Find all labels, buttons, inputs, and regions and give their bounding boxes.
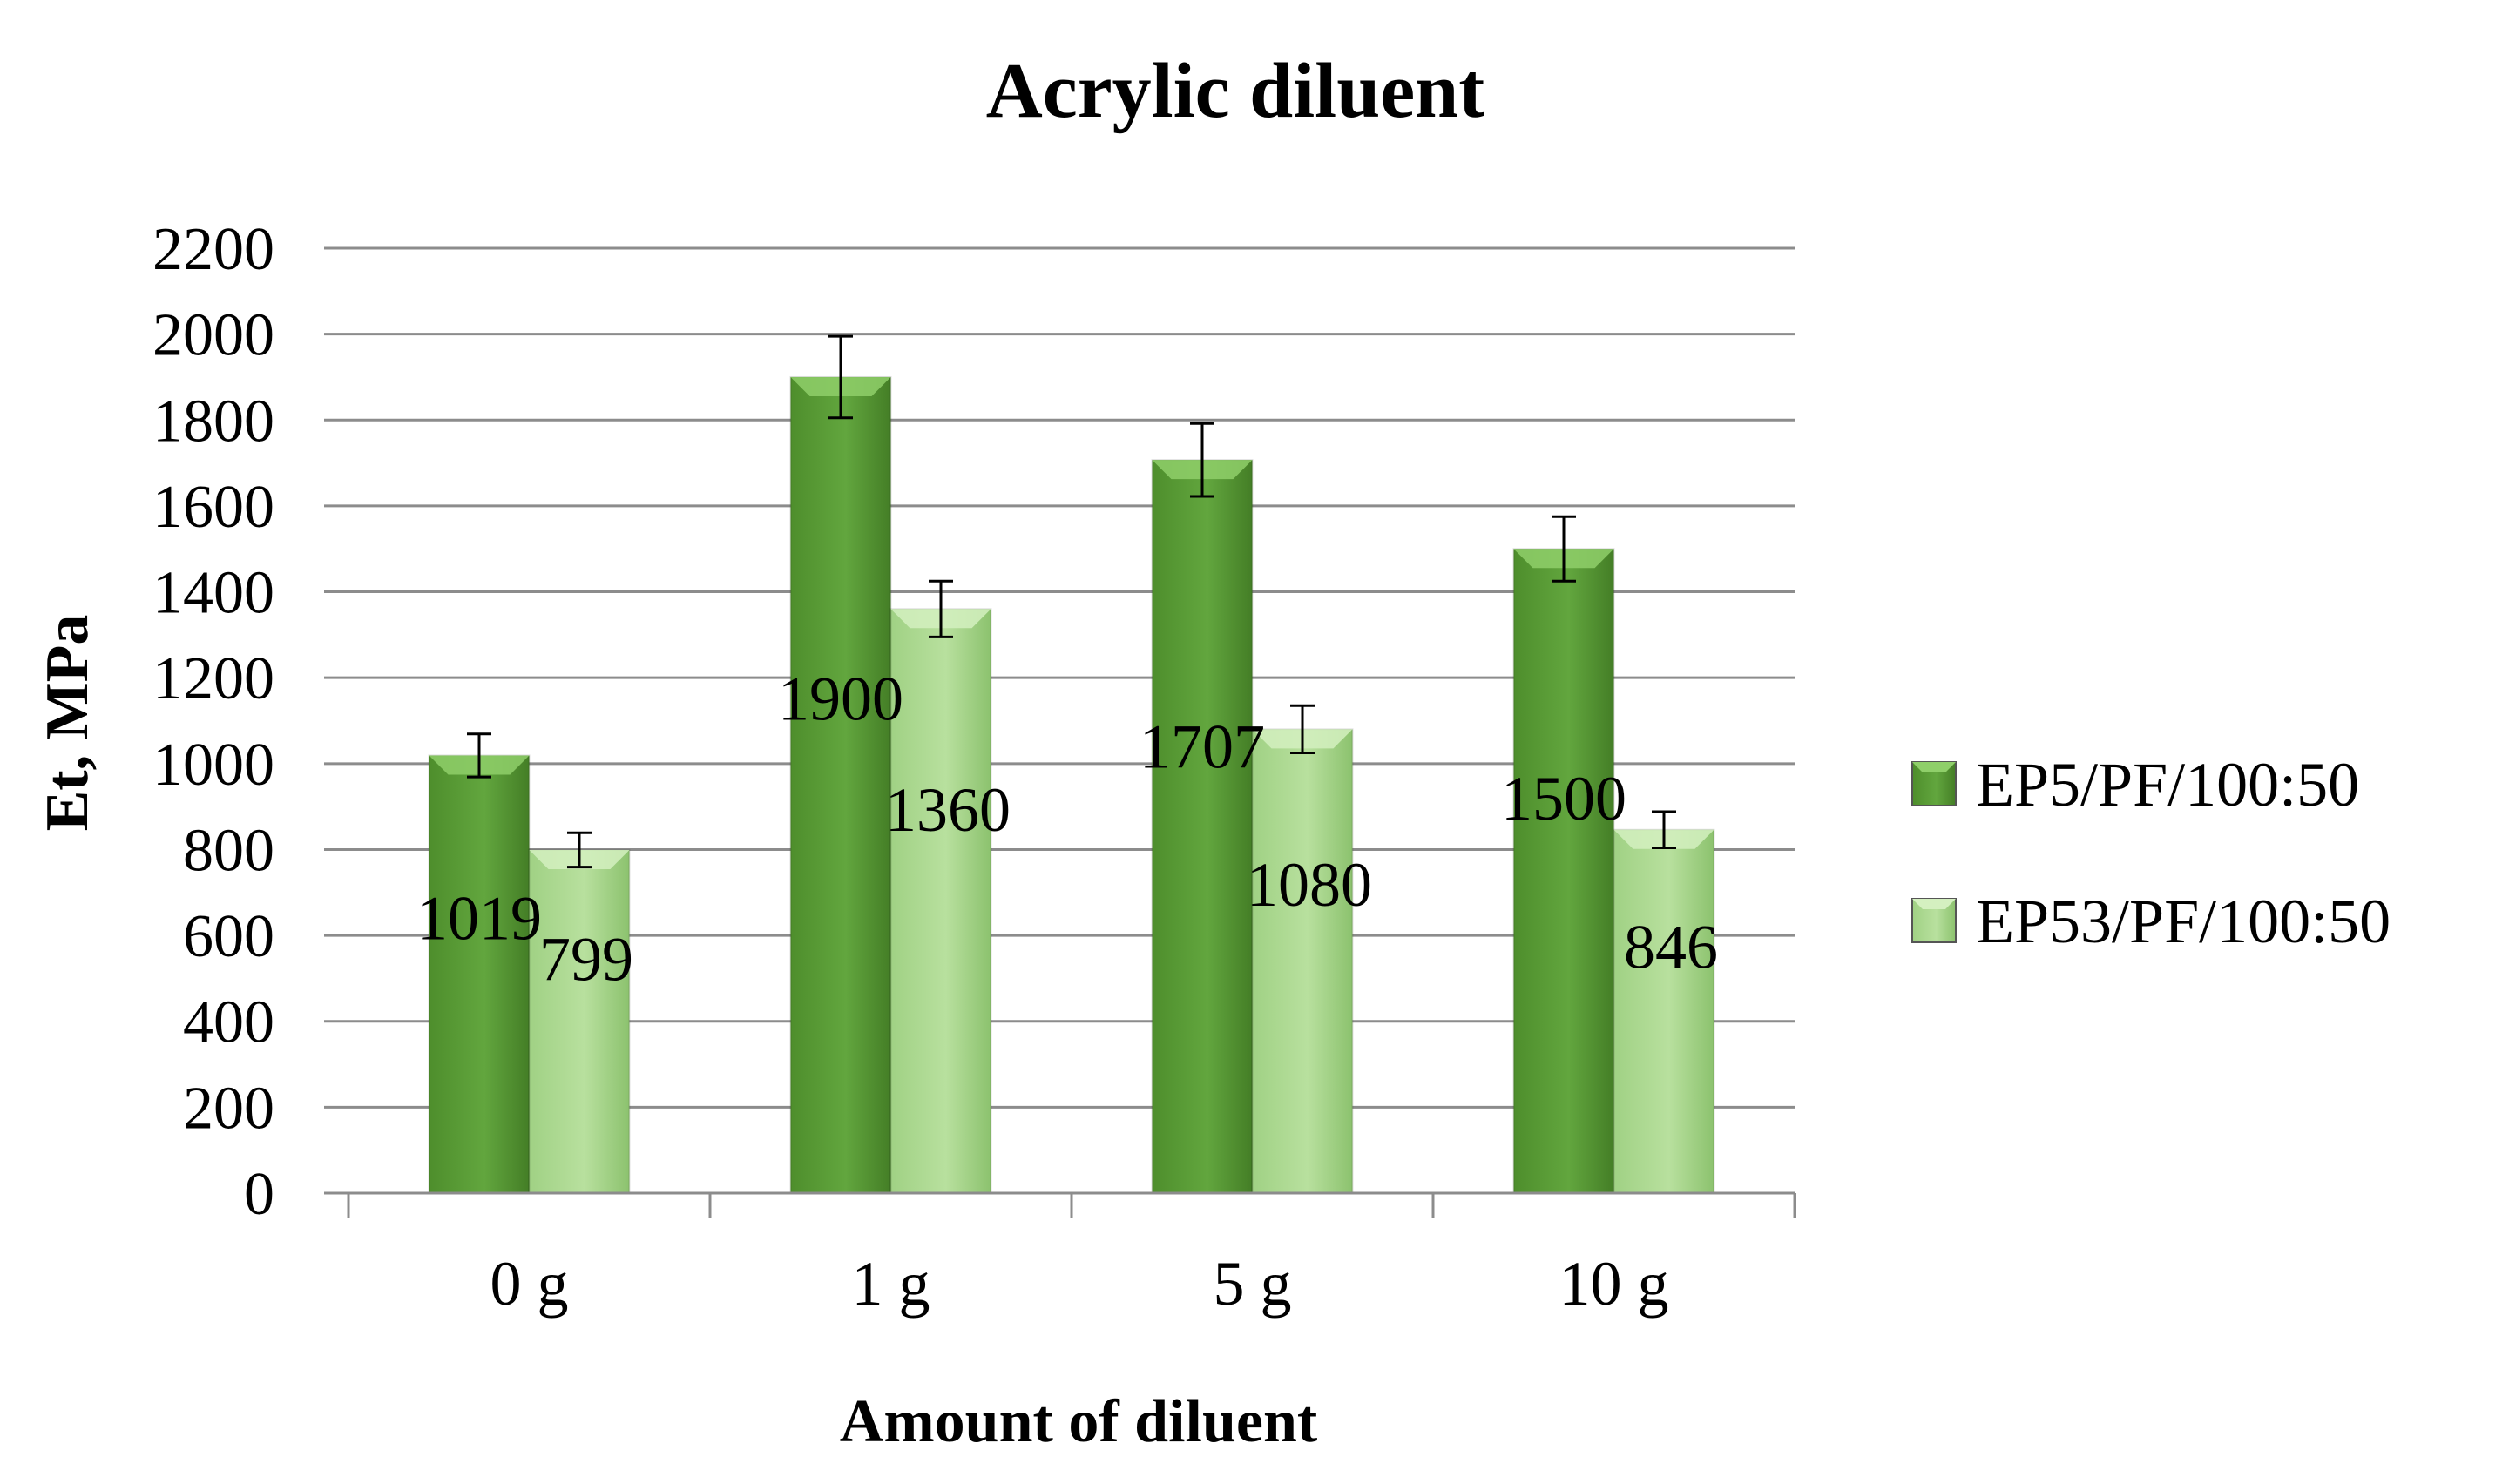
y-tick-label: 2200 xyxy=(152,216,274,283)
bars xyxy=(428,375,1715,1195)
data-label: 1080 xyxy=(1247,850,1372,920)
legend-swatch-bevel xyxy=(1912,762,1956,772)
bar xyxy=(1613,828,1715,1194)
bar xyxy=(889,608,992,1194)
x-tick-label: 1 g xyxy=(852,1249,930,1319)
data-label: 1900 xyxy=(778,664,903,734)
chart-title: Acrylic diluent xyxy=(986,48,1484,134)
axes xyxy=(347,1191,1796,1218)
x-axis-title: Amount of diluent xyxy=(840,1388,1317,1455)
y-tick-label: 400 xyxy=(183,989,274,1056)
bar xyxy=(1251,728,1354,1194)
y-tick-label: 1800 xyxy=(152,388,274,455)
x-tick-label: 0 g xyxy=(490,1249,569,1319)
data-label: 1707 xyxy=(1140,712,1265,782)
legend-label: EP5/PF/100:50 xyxy=(1976,750,2359,820)
y-tick-label: 200 xyxy=(183,1075,274,1142)
y-tick-label: 2000 xyxy=(152,302,274,369)
data-label: 846 xyxy=(1624,912,1718,981)
data-label: 1360 xyxy=(885,775,1011,845)
legend: EP5/PF/100:50 EP53/PF/100:50 xyxy=(1911,750,2391,956)
x-axis-categories: 0 g 1 g 5 g 10 g xyxy=(490,1249,1669,1319)
data-label: 1019 xyxy=(416,884,542,954)
y-tick-label: 1400 xyxy=(152,560,274,627)
legend-label: EP53/PF/100:50 xyxy=(1976,887,2391,956)
y-axis-ticks: 0 200 400 600 800 1000 1200 1400 1600 1800 2000 220… xyxy=(152,216,274,1228)
bar xyxy=(528,848,631,1195)
y-tick-label: 600 xyxy=(183,903,274,970)
y-tick-label: 1000 xyxy=(152,732,274,799)
bar xyxy=(1512,548,1615,1194)
error-bars xyxy=(467,334,1676,869)
y-tick-label: 0 xyxy=(244,1161,274,1228)
x-tick-label: 10 g xyxy=(1559,1249,1669,1319)
y-tick-label: 800 xyxy=(183,817,274,884)
y-tick-label: 1200 xyxy=(152,645,274,712)
y-tick-label: 1600 xyxy=(152,474,274,541)
bar xyxy=(428,754,531,1195)
data-label: 799 xyxy=(539,925,633,995)
legend-swatch-bevel xyxy=(1912,899,1956,909)
x-tick-label: 5 g xyxy=(1214,1249,1292,1319)
bar xyxy=(1151,459,1254,1194)
data-label: 1500 xyxy=(1501,764,1626,833)
y-axis-title: Et, MPa xyxy=(34,615,101,832)
bar xyxy=(789,375,892,1195)
